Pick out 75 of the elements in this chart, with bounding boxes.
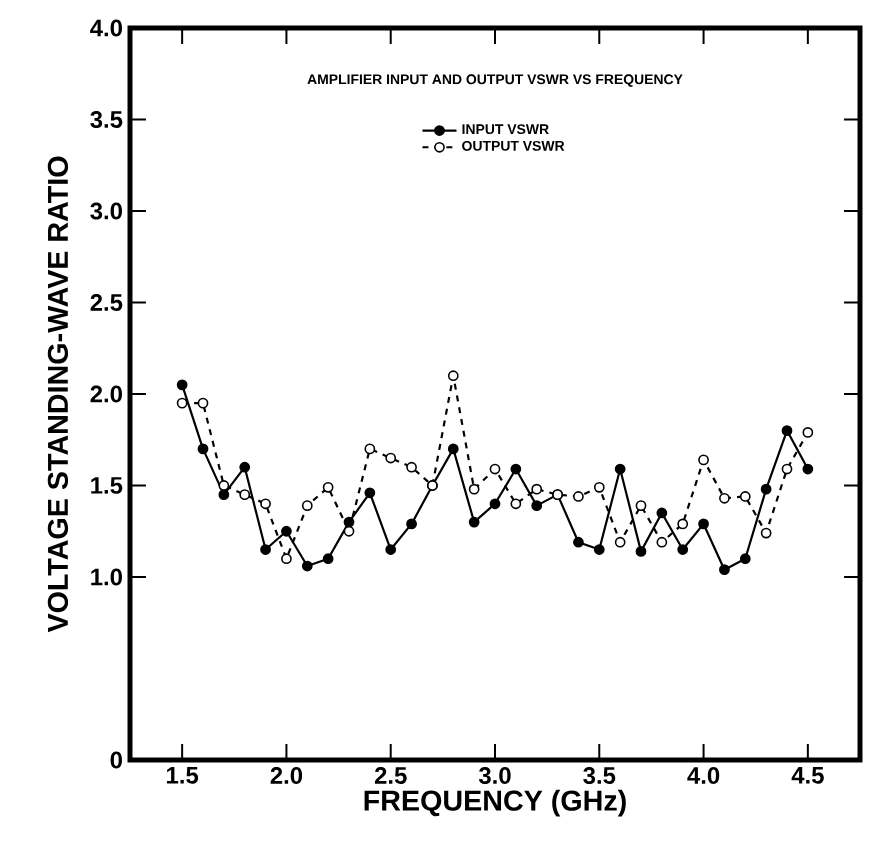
point bbox=[635, 500, 647, 512]
point bbox=[281, 525, 292, 537]
point bbox=[531, 500, 543, 512]
y-axis-title: VOLTAGE STANDING-WAVE RATIO bbox=[47, 156, 69, 633]
y-tick-label: 3.0 bbox=[90, 202, 122, 220]
point bbox=[364, 443, 376, 455]
point bbox=[781, 463, 793, 475]
x-tick-label: 3.5 bbox=[583, 767, 616, 785]
y-tick-label: 1.0 bbox=[91, 568, 122, 586]
x-axis-title: FREQUENCY (GHz) bbox=[364, 789, 626, 817]
point bbox=[677, 518, 689, 530]
point bbox=[719, 564, 730, 576]
point bbox=[468, 516, 480, 528]
point bbox=[447, 443, 459, 455]
x-tick-label: 4.5 bbox=[791, 767, 824, 784]
point bbox=[760, 527, 772, 539]
point bbox=[802, 463, 814, 475]
x-tick-label: 1.5 bbox=[167, 767, 199, 784]
y-tick-label: 3.5 bbox=[90, 111, 123, 128]
y-tick-label: 0 bbox=[110, 751, 122, 769]
point bbox=[322, 481, 334, 493]
point bbox=[677, 544, 689, 555]
point bbox=[573, 491, 584, 502]
point bbox=[656, 507, 668, 519]
point bbox=[614, 463, 626, 475]
point bbox=[260, 544, 271, 555]
point bbox=[698, 518, 709, 530]
point bbox=[739, 491, 751, 502]
point bbox=[760, 483, 772, 495]
point bbox=[614, 536, 626, 548]
point bbox=[218, 489, 230, 501]
x-tick-label: 2.0 bbox=[270, 767, 303, 784]
point bbox=[719, 492, 730, 504]
y-tick-label: 1.5 bbox=[91, 477, 123, 494]
point bbox=[698, 454, 709, 466]
point bbox=[531, 483, 543, 495]
point bbox=[343, 525, 355, 537]
point bbox=[218, 480, 230, 491]
point bbox=[656, 536, 668, 548]
point bbox=[406, 518, 417, 530]
y-tick-label: 2.0 bbox=[90, 385, 122, 403]
point bbox=[593, 481, 605, 493]
point bbox=[406, 461, 417, 473]
point bbox=[781, 425, 793, 436]
point bbox=[573, 536, 584, 548]
point bbox=[343, 516, 355, 528]
x-tick-label: 4.0 bbox=[687, 767, 720, 784]
point bbox=[281, 553, 292, 565]
point bbox=[385, 544, 397, 555]
point bbox=[593, 544, 605, 555]
point bbox=[322, 553, 334, 565]
point bbox=[197, 397, 209, 409]
x-tick-label: 2.5 bbox=[374, 767, 407, 784]
x-tick-label: 3.0 bbox=[478, 767, 511, 785]
point bbox=[260, 498, 271, 510]
point bbox=[301, 560, 313, 572]
y-tick-label: 4.0 bbox=[90, 19, 122, 37]
point bbox=[239, 461, 251, 473]
point bbox=[510, 463, 522, 475]
point bbox=[635, 546, 647, 557]
point bbox=[385, 452, 397, 464]
point bbox=[301, 500, 313, 512]
point bbox=[239, 489, 251, 501]
point bbox=[489, 498, 501, 510]
point bbox=[176, 397, 188, 409]
point bbox=[489, 463, 501, 475]
point bbox=[510, 498, 522, 510]
y-tick-label: 2.5 bbox=[90, 294, 123, 311]
point bbox=[802, 427, 814, 438]
point bbox=[468, 483, 480, 495]
point bbox=[197, 443, 209, 455]
point bbox=[364, 487, 376, 499]
point bbox=[447, 370, 459, 382]
point bbox=[739, 553, 751, 565]
point bbox=[176, 379, 188, 391]
